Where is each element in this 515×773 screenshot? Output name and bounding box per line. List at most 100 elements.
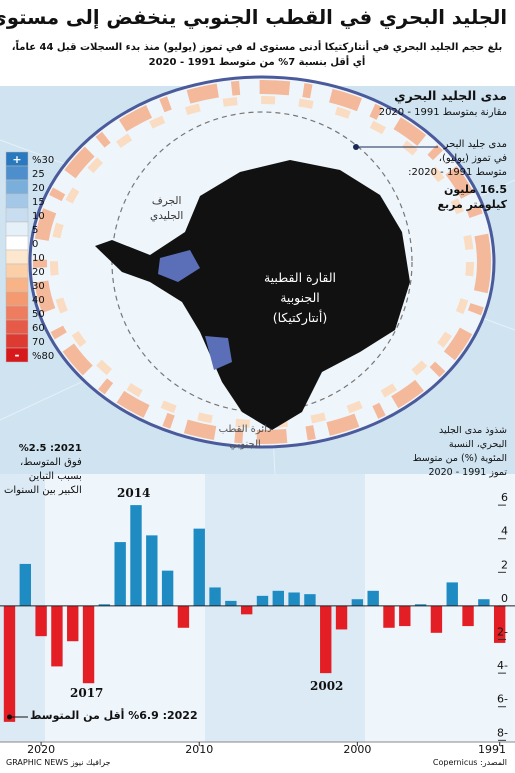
bar	[478, 599, 490, 606]
bar	[130, 505, 142, 606]
bar	[67, 605, 79, 642]
value-line: 16.5 مليون	[443, 183, 507, 196]
bar	[414, 604, 427, 606]
year-label: 2002	[310, 679, 344, 693]
bar	[225, 600, 237, 606]
year-label: 2014	[117, 486, 151, 500]
legend-swatch	[5, 221, 29, 237]
desc-line: تموز 1991 - 2020	[428, 467, 508, 478]
bar	[51, 605, 63, 667]
bar	[19, 563, 31, 606]
legend-label: 5	[32, 225, 38, 236]
note-2021: 2021: %2.5 فوق المتوسط، بسبب التباين الك…	[4, 442, 82, 498]
bar	[367, 590, 379, 606]
anomaly-ring	[33, 80, 491, 444]
label-line: الجنوبي	[229, 439, 261, 450]
map-heading-sub: مقارنة بمتوسط 1991 - 2020	[378, 107, 507, 118]
bar	[82, 605, 95, 684]
legend-label: 10	[32, 211, 45, 222]
legend-label: 15	[32, 197, 45, 208]
bar	[35, 605, 47, 637]
y-tick-label: 0	[501, 592, 508, 605]
note-line: 2021: %2.5	[18, 443, 82, 454]
year-label: 2017	[70, 686, 104, 700]
legend-swatch	[5, 263, 29, 279]
bar	[351, 599, 364, 606]
y-tick-label: 8-	[497, 726, 508, 739]
bar	[430, 605, 443, 633]
subtitle-line: أي أقل بنسبة 7% من متوسط 1991 - 2020	[148, 57, 366, 68]
antarctica	[95, 160, 410, 430]
x-tick-label: 2000	[343, 743, 371, 756]
bar	[304, 594, 316, 606]
bar	[146, 535, 158, 606]
desc-line: البحري، النسبة	[448, 439, 507, 450]
legend-label: 60	[32, 323, 45, 334]
bar	[177, 605, 190, 628]
bar	[383, 605, 395, 628]
label-line: (أنتاركتيكا)	[272, 310, 328, 325]
legend-swatch	[5, 319, 29, 335]
legend-label: 20	[32, 267, 45, 278]
bar	[399, 605, 411, 627]
legend-plus: +	[12, 153, 21, 166]
legend-swatch	[5, 305, 29, 321]
bar	[256, 595, 269, 606]
legend-label: 25	[32, 169, 45, 180]
note-line: متوسط 1991 - 2020:	[408, 167, 507, 178]
average-value: 16.5 مليون كيلومتر مربع	[437, 182, 507, 212]
chart-description: شذوذ مدى الجليد البحري، النسبة المئوية (…	[413, 424, 507, 480]
note-line: الكبير بين السنوات	[4, 485, 82, 496]
circle-label: دائرة القطب الجنوبي	[200, 422, 290, 452]
title: الجليد البحري في القطب الجنوبي ينخفض إلى…	[0, 6, 507, 29]
label-line: الجليدي	[150, 210, 184, 222]
note-2022: 2022: %6.9 أقل من المتوسط	[30, 709, 198, 722]
bar	[288, 592, 300, 606]
legend-swatch	[5, 179, 29, 195]
legend-swatch	[5, 249, 29, 265]
bar	[493, 605, 506, 643]
legend-swatch	[5, 333, 29, 349]
bar	[240, 605, 253, 615]
legend-label: %80	[32, 351, 54, 362]
legend-swatch	[5, 193, 29, 209]
bar	[272, 590, 284, 606]
legend-label: 0	[32, 239, 38, 250]
subtitle: بلغ حجم الجليد البحري في أنتاركتيكا أدنى…	[7, 40, 507, 70]
note-line: مدى جليد البحر	[443, 139, 507, 150]
bar	[209, 587, 221, 606]
y-tick-label: 2	[501, 558, 508, 571]
x-tick-label: 1991	[478, 743, 506, 756]
bar	[446, 582, 458, 606]
bar	[462, 605, 474, 627]
bar	[335, 605, 348, 630]
bar	[193, 528, 205, 606]
y-tick-label: 4-	[497, 659, 508, 672]
anomaly-ring-inner	[50, 96, 474, 428]
bar	[161, 570, 174, 606]
desc-line: المئوية (%) من متوسط	[412, 453, 507, 464]
credit: GRAPHIC NEWS جرافيك نيوز	[6, 758, 111, 767]
ice-shelf-label: الجرف الجليدي	[150, 194, 183, 224]
legend-label: 30	[32, 281, 45, 292]
label-line: الجنوبية	[280, 290, 320, 305]
value-line: كيلومتر مربع	[437, 198, 507, 211]
y-tick-label: 6	[501, 491, 508, 504]
x-tick-label: 2020	[27, 743, 55, 756]
bar	[98, 604, 111, 606]
map-heading: مدى الجليد البحري	[394, 88, 507, 103]
note-line: بسبب التباين	[28, 471, 82, 482]
legend-swatch	[5, 277, 29, 293]
y-tick-label: 4	[501, 525, 508, 538]
continent-label: القارة القطبية الجنوبية (أنتاركتيكا)	[240, 268, 360, 328]
legend-label: 20	[32, 183, 45, 194]
legend-label: %30	[32, 155, 54, 166]
y-tick-label: 6-	[497, 693, 508, 706]
legend-swatch	[5, 291, 29, 307]
x-tick-label: 2010	[185, 743, 213, 756]
ice-shelf	[205, 336, 232, 370]
legend-swatch	[5, 207, 29, 223]
bar	[320, 605, 332, 674]
